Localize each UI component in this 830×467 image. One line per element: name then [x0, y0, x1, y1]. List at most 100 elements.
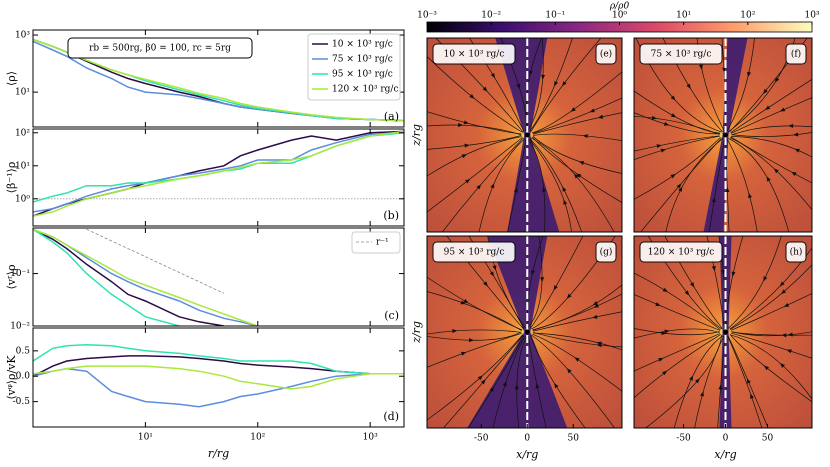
panel-label-box — [595, 241, 617, 263]
plot-area — [33, 344, 404, 408]
stream-arrow — [469, 93, 475, 99]
image-area — [427, 38, 622, 232]
panel-label: (h) — [790, 247, 803, 258]
y-tick-label: 10⁻² — [10, 322, 30, 332]
stream-arrow — [662, 287, 668, 293]
stream-arrow — [678, 186, 683, 192]
image-area — [634, 38, 812, 232]
colorbar-tick-label: 10⁻³ — [417, 11, 437, 21]
y-tick-label: 10⁰ — [15, 194, 30, 204]
stream-arrow — [540, 277, 545, 283]
stream-arrow — [721, 269, 726, 276]
time-label: 10 × 10³ rg/c — [444, 50, 505, 60]
y-tick-label: 0.0 — [16, 372, 31, 382]
stream-arrow — [535, 383, 540, 389]
y-tick-label: 10² — [15, 128, 30, 138]
stream-arrow — [574, 357, 580, 362]
legend-label: 120 × 10³ rg/c — [332, 85, 399, 95]
stream-arrow — [718, 384, 723, 390]
stream-arrow — [570, 107, 576, 112]
stream-arrow — [489, 386, 494, 392]
axes-frame — [32, 227, 405, 327]
stream-arrow — [464, 178, 471, 184]
data-line — [33, 132, 404, 213]
panel-frame — [633, 235, 813, 429]
panel-frame — [633, 37, 813, 233]
stream-arrow — [773, 168, 779, 174]
colorbar-tick-label: 10² — [740, 11, 755, 21]
stream-arrow — [529, 70, 533, 76]
stream-arrow — [690, 282, 695, 288]
y-axis-label: z/rg — [410, 321, 423, 344]
stream-arrow — [531, 270, 535, 276]
legend-label: 10 × 10³ rg/c — [332, 40, 393, 50]
stream-arrow — [514, 384, 519, 390]
center-point — [524, 132, 530, 138]
legend-label: 95 × 10³ rg/c — [332, 70, 393, 80]
stream-arrow — [662, 370, 668, 376]
stream-arrow — [762, 88, 768, 95]
stream-arrow — [561, 81, 567, 87]
panel-label: (g) — [600, 247, 613, 258]
annotation: rb = 500rg, β0 = 100, rc = 5rg — [89, 44, 231, 54]
stream-arrow — [766, 176, 771, 182]
annotation-box — [67, 37, 253, 59]
stream-arrow — [480, 379, 486, 385]
stream-arrow — [763, 365, 770, 371]
colorbar-tick-label: 10³ — [804, 11, 819, 21]
stream-arrow — [542, 186, 546, 192]
center-point — [524, 329, 530, 335]
x-tick-label: 10² — [250, 433, 265, 443]
x-axis-label: x/rg — [714, 448, 736, 461]
stream-arrow — [786, 349, 792, 354]
stream-arrow — [490, 72, 496, 79]
stream-arrow — [651, 115, 657, 120]
data-line — [33, 228, 259, 326]
x-tick-label: -50 — [474, 434, 489, 444]
data-line — [33, 228, 180, 326]
stream-arrow — [781, 289, 787, 295]
x-tick-label: 10³ — [363, 433, 378, 443]
stream-arrow — [452, 329, 458, 334]
stream-arrow — [468, 338, 474, 343]
panel-label-box — [595, 43, 617, 65]
time-label-box — [432, 43, 516, 65]
data-line — [33, 228, 225, 326]
x-axis-label: x/rg — [516, 448, 538, 461]
y-tick-label: 10³ — [15, 31, 30, 41]
stream-arrow — [513, 187, 518, 193]
stream-arrow — [576, 173, 582, 178]
stream-arrow — [490, 183, 495, 189]
x-tick-label: 0 — [524, 434, 530, 444]
stream-arrow — [793, 132, 799, 137]
time-label: 75 × 10³ rg/c — [651, 50, 712, 60]
time-label-box — [432, 241, 516, 263]
stream-arrow — [482, 86, 488, 92]
stream-arrow — [655, 302, 661, 306]
stream-arrow — [463, 298, 469, 304]
y-axis-label: ⟨ρ⟩ — [5, 71, 18, 86]
stream-arrow — [664, 329, 670, 334]
center-point — [723, 329, 729, 335]
stream-arrow — [779, 107, 786, 112]
stream-arrow — [563, 199, 568, 205]
center-point — [723, 132, 729, 138]
stream-arrow — [748, 192, 752, 199]
stream-arrow — [566, 293, 572, 299]
data-line — [33, 367, 404, 408]
stream-arrow — [783, 302, 790, 307]
stream-arrow — [553, 285, 558, 291]
axes-frame — [32, 29, 405, 128]
stream-arrow — [700, 391, 704, 397]
colorbar-tick-label: 10⁻¹ — [545, 11, 565, 21]
stream-arrow — [592, 314, 598, 319]
stream-arrow — [578, 161, 585, 165]
stream-arrow — [573, 173, 579, 179]
stream-arrow — [458, 123, 464, 128]
stream-arrow — [711, 265, 716, 272]
image-area — [634, 236, 812, 428]
data-line — [33, 344, 404, 375]
stream-arrow — [698, 64, 703, 70]
x-axis-label: r/rg — [208, 447, 229, 460]
stream-arrow — [791, 171, 797, 177]
